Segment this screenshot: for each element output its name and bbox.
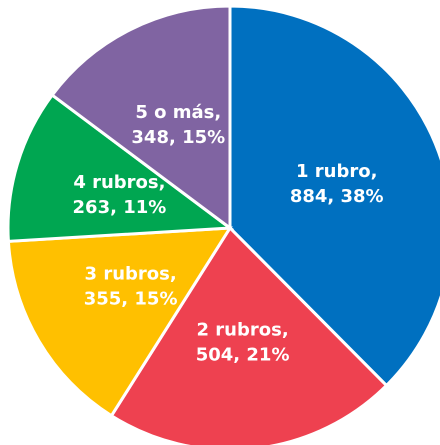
- pie-slice: [50, 4, 232, 231]
- slice-category-label: 3 rubros,: [85, 264, 177, 285]
- slice-value-label: 355, 15%: [84, 289, 178, 310]
- pie-slice: [109, 225, 389, 445]
- pie-slice: [228, 4, 440, 388]
- pie-slice: [6, 226, 233, 418]
- slice-value-label: 504, 21%: [196, 345, 290, 366]
- slice-value-label: 263, 11%: [73, 197, 167, 218]
- slice-value-label: 884, 38%: [290, 186, 384, 207]
- slice-value-label: 348, 15%: [131, 127, 225, 148]
- slice-category-label: 4 rubros,: [73, 172, 165, 193]
- slice-category-label: 5 o más,: [135, 102, 221, 123]
- pie-slice: [6, 92, 235, 243]
- slice-category-label: 2 rubros,: [197, 320, 289, 341]
- slice-category-label: 1 rubro,: [296, 161, 377, 182]
